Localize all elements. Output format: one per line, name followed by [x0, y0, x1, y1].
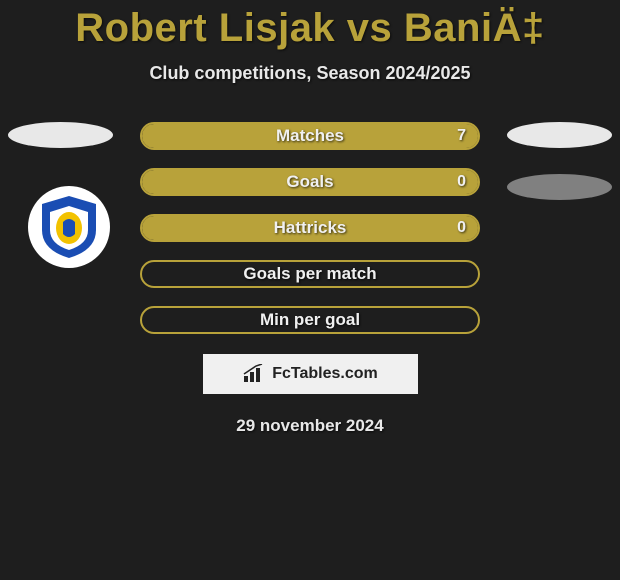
- stat-row-goals: Goals 0: [140, 168, 480, 196]
- footer-date: 29 november 2024: [0, 416, 620, 436]
- page-title: Robert Lisjak vs BaniÄ‡: [0, 0, 620, 51]
- stat-value-left: 7: [457, 124, 466, 148]
- chart-icon: [242, 364, 268, 384]
- right-player-slot-2: [507, 174, 612, 200]
- club-badge-text: HNK: [60, 198, 78, 207]
- comparison-panel: HNK Matches 7 Goals 0 Hattricks 0 Goals …: [0, 122, 620, 436]
- stat-label: Hattricks: [142, 216, 478, 240]
- stat-row-hattricks: Hattricks 0: [140, 214, 480, 242]
- stat-label: Goals: [142, 170, 478, 194]
- brand-text-rest: Tables.com: [291, 365, 378, 383]
- stat-label: Goals per match: [142, 262, 478, 286]
- stat-value-left: 0: [457, 216, 466, 240]
- stats-list: Matches 7 Goals 0 Hattricks 0 Goals per …: [140, 122, 480, 334]
- right-player-slot-1: [507, 122, 612, 148]
- stat-label: Min per goal: [142, 308, 478, 332]
- stat-row-min-per-goal: Min per goal: [140, 306, 480, 334]
- stat-value-left: 0: [457, 170, 466, 194]
- stat-row-matches: Matches 7: [140, 122, 480, 150]
- brand-logo[interactable]: FcTables.com: [203, 354, 418, 394]
- club-crest-icon: HNK: [34, 192, 104, 262]
- stat-row-goals-per-match: Goals per match: [140, 260, 480, 288]
- brand-text-bold: Fc: [272, 365, 291, 383]
- page-subtitle: Club competitions, Season 2024/2025: [0, 63, 620, 84]
- stat-label: Matches: [142, 124, 478, 148]
- left-player-slot-1: [8, 122, 113, 148]
- club-badge: HNK: [28, 186, 110, 268]
